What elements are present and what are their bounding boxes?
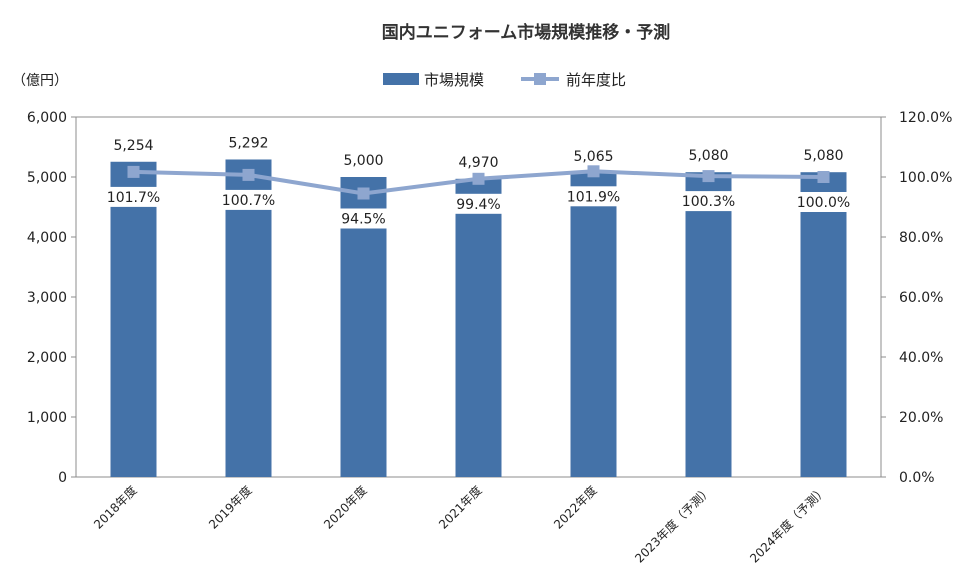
x-tick-label: 2019年度 (205, 483, 254, 532)
chart-title: 国内ユニフォーム市場規模推移・予測 (382, 22, 671, 43)
line-label-bg (104, 186, 163, 207)
bar (800, 172, 847, 477)
legend-line-label: 前年度比 (566, 71, 626, 89)
y-right-tick-label: 0.0% (899, 470, 935, 486)
bar (685, 172, 732, 477)
line-label-bg (564, 186, 623, 207)
bar (570, 173, 617, 477)
y-left-tick-label: 0 (58, 470, 67, 486)
y-right-tick-label: 20.0% (899, 410, 943, 426)
line-label-bg (794, 192, 853, 212)
x-tick-label: 2018年度 (90, 483, 139, 532)
line-point (702, 170, 715, 183)
x-tick-label: 2024年度（予測） (747, 483, 830, 566)
y-right-tick-label: 100.0% (899, 170, 952, 186)
legend-bar-label: 市場規模 (424, 71, 484, 89)
line-value-label: 100.3% (682, 194, 735, 210)
y-left-tick-label: 6,000 (27, 110, 67, 126)
x-tick-label: 2022年度 (550, 483, 599, 532)
bar-value-label: 5,254 (113, 138, 153, 154)
line-point (587, 165, 600, 178)
line-point (472, 172, 485, 185)
y-right-tick-label: 40.0% (899, 350, 943, 366)
line-point (242, 168, 255, 181)
bar (110, 161, 157, 477)
y-right-tick-label: 80.0% (899, 230, 943, 246)
y-left-tick-label: 2,000 (27, 350, 67, 366)
y-left-tick-label: 1,000 (27, 410, 67, 426)
line-label-bg (219, 189, 278, 210)
line-value-label: 94.5% (341, 212, 385, 228)
line-label-bg (679, 191, 738, 212)
line-label-bg (454, 193, 503, 214)
y-left-tick-label: 5,000 (27, 170, 67, 186)
line-value-label: 100.7% (222, 193, 275, 209)
x-tick-label: 2021年度 (435, 483, 484, 532)
y-axis-unit-label: （億円） (12, 73, 68, 89)
line-value-label: 101.7% (107, 190, 160, 206)
legend: 市場規模 前年度比 (383, 71, 626, 89)
legend-bar-swatch (383, 73, 419, 85)
x-tick-label: 2023年度（予測） (632, 483, 715, 566)
bar-value-label: 5,065 (573, 149, 613, 165)
legend-line-marker (534, 73, 546, 85)
line-point (127, 165, 140, 178)
bar-value-label: 4,970 (458, 155, 498, 171)
bar-value-label: 5,000 (343, 153, 383, 169)
x-tick-label: 2020年度 (320, 483, 369, 532)
bar (455, 178, 502, 478)
line-point (817, 171, 830, 183)
line-value-label: 99.4% (456, 197, 500, 213)
y-left-tick-label: 4,000 (27, 230, 67, 246)
bar-value-label: 5,292 (228, 135, 268, 151)
plot-area: 0 1,000 2,000 3,000 4,000 5,000 6,000 0.0% 20.0%… (27, 110, 952, 566)
y-right-tick-label: 120.0% (899, 110, 952, 126)
bar-value-label: 5,080 (688, 148, 728, 164)
line-point (357, 187, 370, 200)
line-value-label: 101.9% (567, 189, 620, 205)
bar (225, 159, 272, 478)
bar-value-label: 5,080 (803, 148, 843, 164)
y-right-tick-label: 60.0% (899, 290, 943, 306)
line-value-label: 100.0% (797, 195, 850, 211)
line-label-bg (339, 208, 388, 229)
y-left-tick-label: 3,000 (27, 290, 67, 306)
